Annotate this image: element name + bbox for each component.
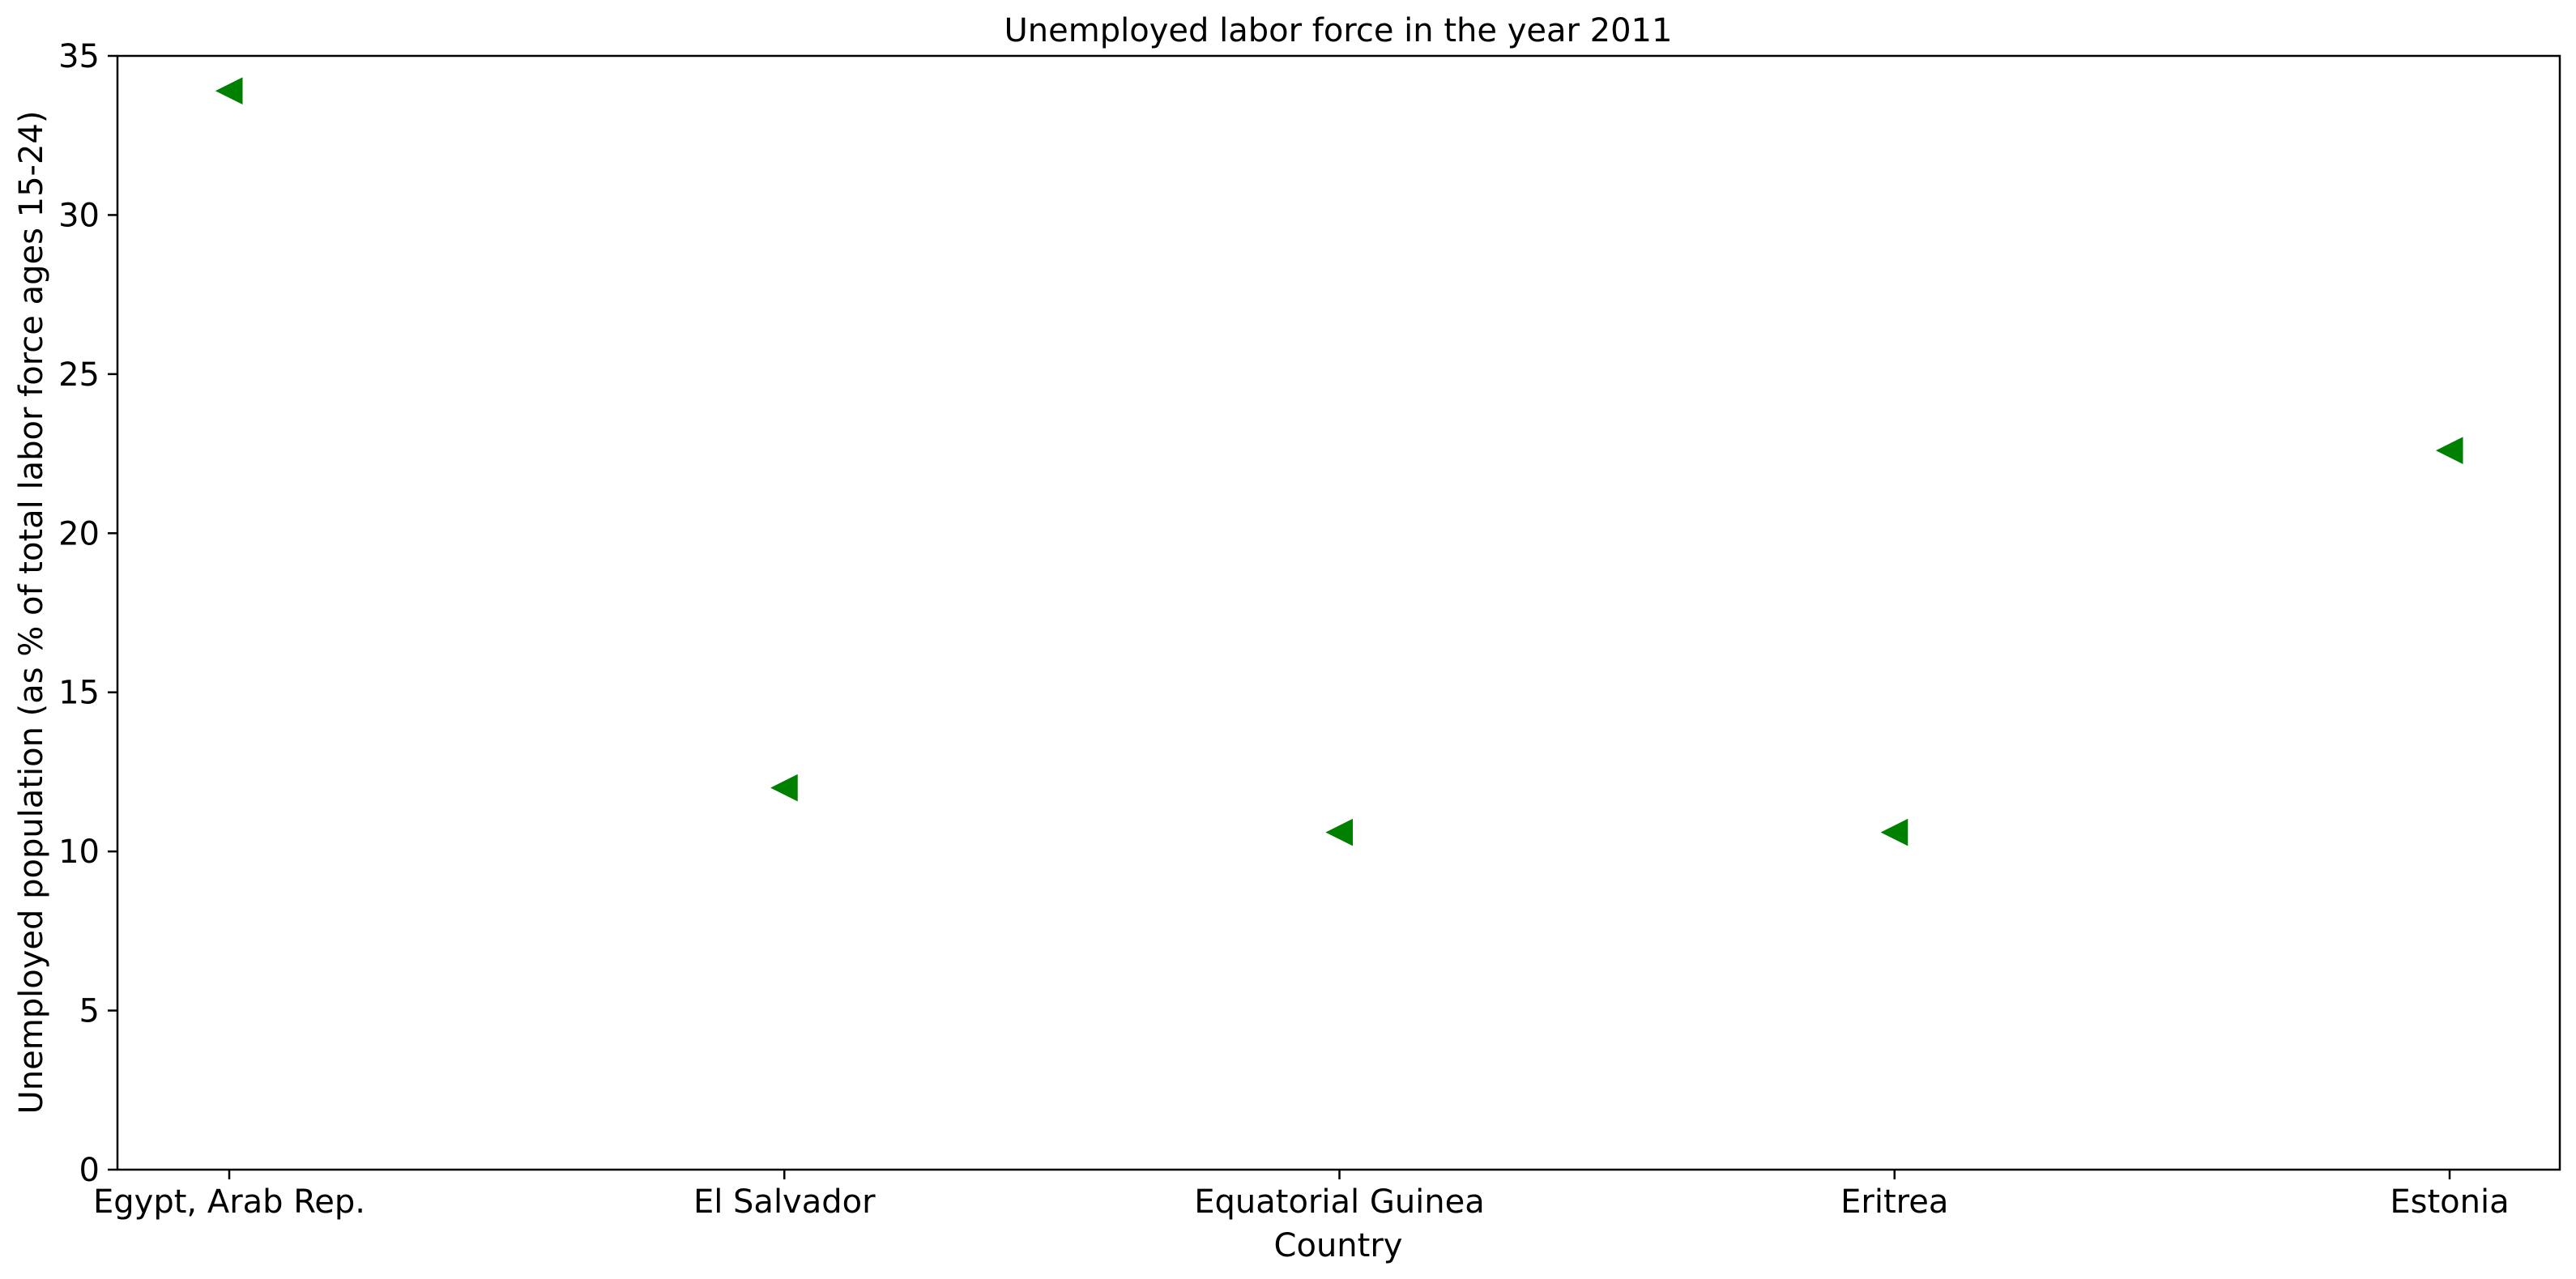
y-tick-label: 0	[79, 1152, 100, 1189]
y-tick-label: 30	[58, 197, 100, 234]
y-axis-label: Unemployed population (as % of total lab…	[13, 111, 50, 1115]
data-point-marker	[2435, 437, 2463, 464]
data-point-marker	[1325, 818, 1353, 846]
y-tick-label: 20	[58, 515, 100, 552]
y-tick-label: 25	[58, 356, 100, 394]
x-tick-label: Equatorial Guinea	[1194, 1183, 1485, 1221]
y-tick-label: 10	[58, 833, 100, 871]
plot-frame	[116, 54, 2561, 1171]
x-axis-ticks: Egypt, Arab Rep. El Salvador Equatorial Gu…	[93, 1170, 2510, 1221]
x-tick-label: Egypt, Arab Rep.	[93, 1183, 365, 1221]
data-point-marker	[215, 77, 243, 105]
chart-title: Unemployed labor force in the year 2011	[1004, 12, 1673, 49]
y-axis-ticks: 0 5 10 15 20 25 30 35	[58, 38, 117, 1189]
x-axis-label: Country	[1274, 1227, 1403, 1264]
y-tick-label: 5	[79, 993, 100, 1030]
x-tick-label: El Salvador	[693, 1183, 876, 1221]
y-tick-label: 15	[58, 675, 100, 712]
y-tick-label: 35	[58, 38, 100, 75]
data-markers	[215, 77, 2463, 846]
x-tick-label: Estonia	[2390, 1183, 2509, 1221]
x-tick-label: Eritrea	[1840, 1183, 1948, 1221]
data-point-marker	[770, 774, 798, 802]
data-point-marker	[1880, 818, 1909, 846]
